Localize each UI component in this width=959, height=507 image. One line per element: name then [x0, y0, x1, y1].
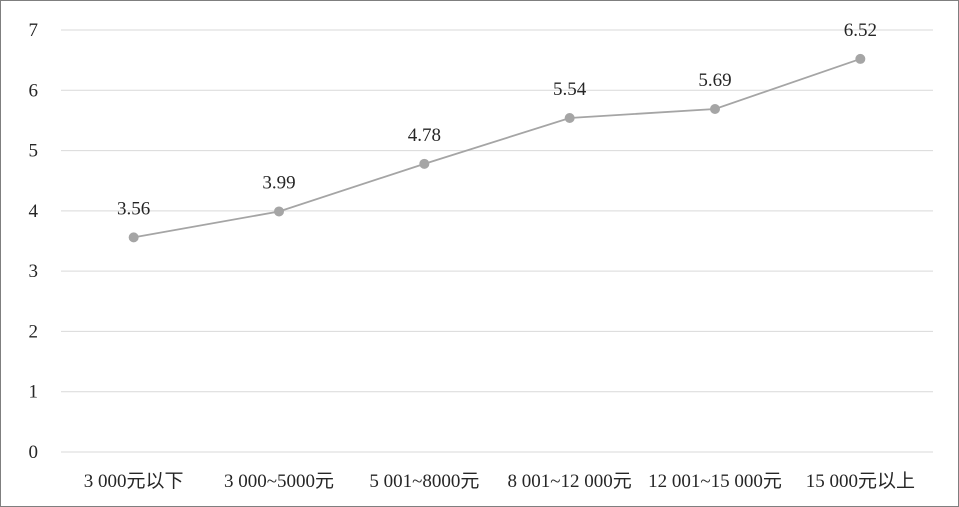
data-label: 4.78 [408, 125, 441, 146]
data-point [274, 206, 284, 217]
x-category-label: 3 000元以下 [84, 471, 184, 492]
x-category-label: 3 000~5000元 [224, 471, 334, 492]
data-point [855, 53, 866, 64]
x-category-label: 15 000元以上 [806, 470, 915, 492]
data-point [564, 113, 575, 124]
y-tick-label: 6 [29, 80, 39, 101]
data-point [419, 158, 430, 169]
y-tick-label: 1 [29, 382, 39, 403]
x-category-label: 12 001~15 000元 [648, 471, 782, 492]
series-layer: 3.56 3.99 4.78 5.54 5.69 6.52 [117, 20, 877, 243]
y-tick-label: 4 [29, 201, 39, 222]
data-label: 5.54 [553, 79, 587, 100]
y-axis-tick-labels: 0 1 2 3 4 5 6 7 [29, 20, 39, 463]
series-line [133, 58, 861, 239]
data-label: 5.69 [698, 70, 731, 91]
gridlines [61, 29, 933, 453]
x-axis-category-labels: 3 000元以下 3 000~5000元 5 001~8000元 8 001~12 0… [84, 470, 915, 492]
y-tick-label: 2 [29, 321, 39, 342]
data-point [128, 232, 139, 243]
y-tick-label: 0 [29, 442, 39, 463]
x-category-label: 8 001~12 000元 [508, 471, 632, 492]
data-label: 3.99 [262, 172, 295, 193]
data-label: 3.56 [117, 198, 150, 219]
y-tick-label: 3 [29, 261, 39, 282]
data-point [710, 103, 720, 114]
y-tick-label: 5 [29, 141, 39, 162]
x-category-label: 5 001~8000元 [369, 471, 479, 492]
y-tick-label: 7 [29, 20, 39, 41]
data-label: 6.52 [844, 20, 877, 41]
